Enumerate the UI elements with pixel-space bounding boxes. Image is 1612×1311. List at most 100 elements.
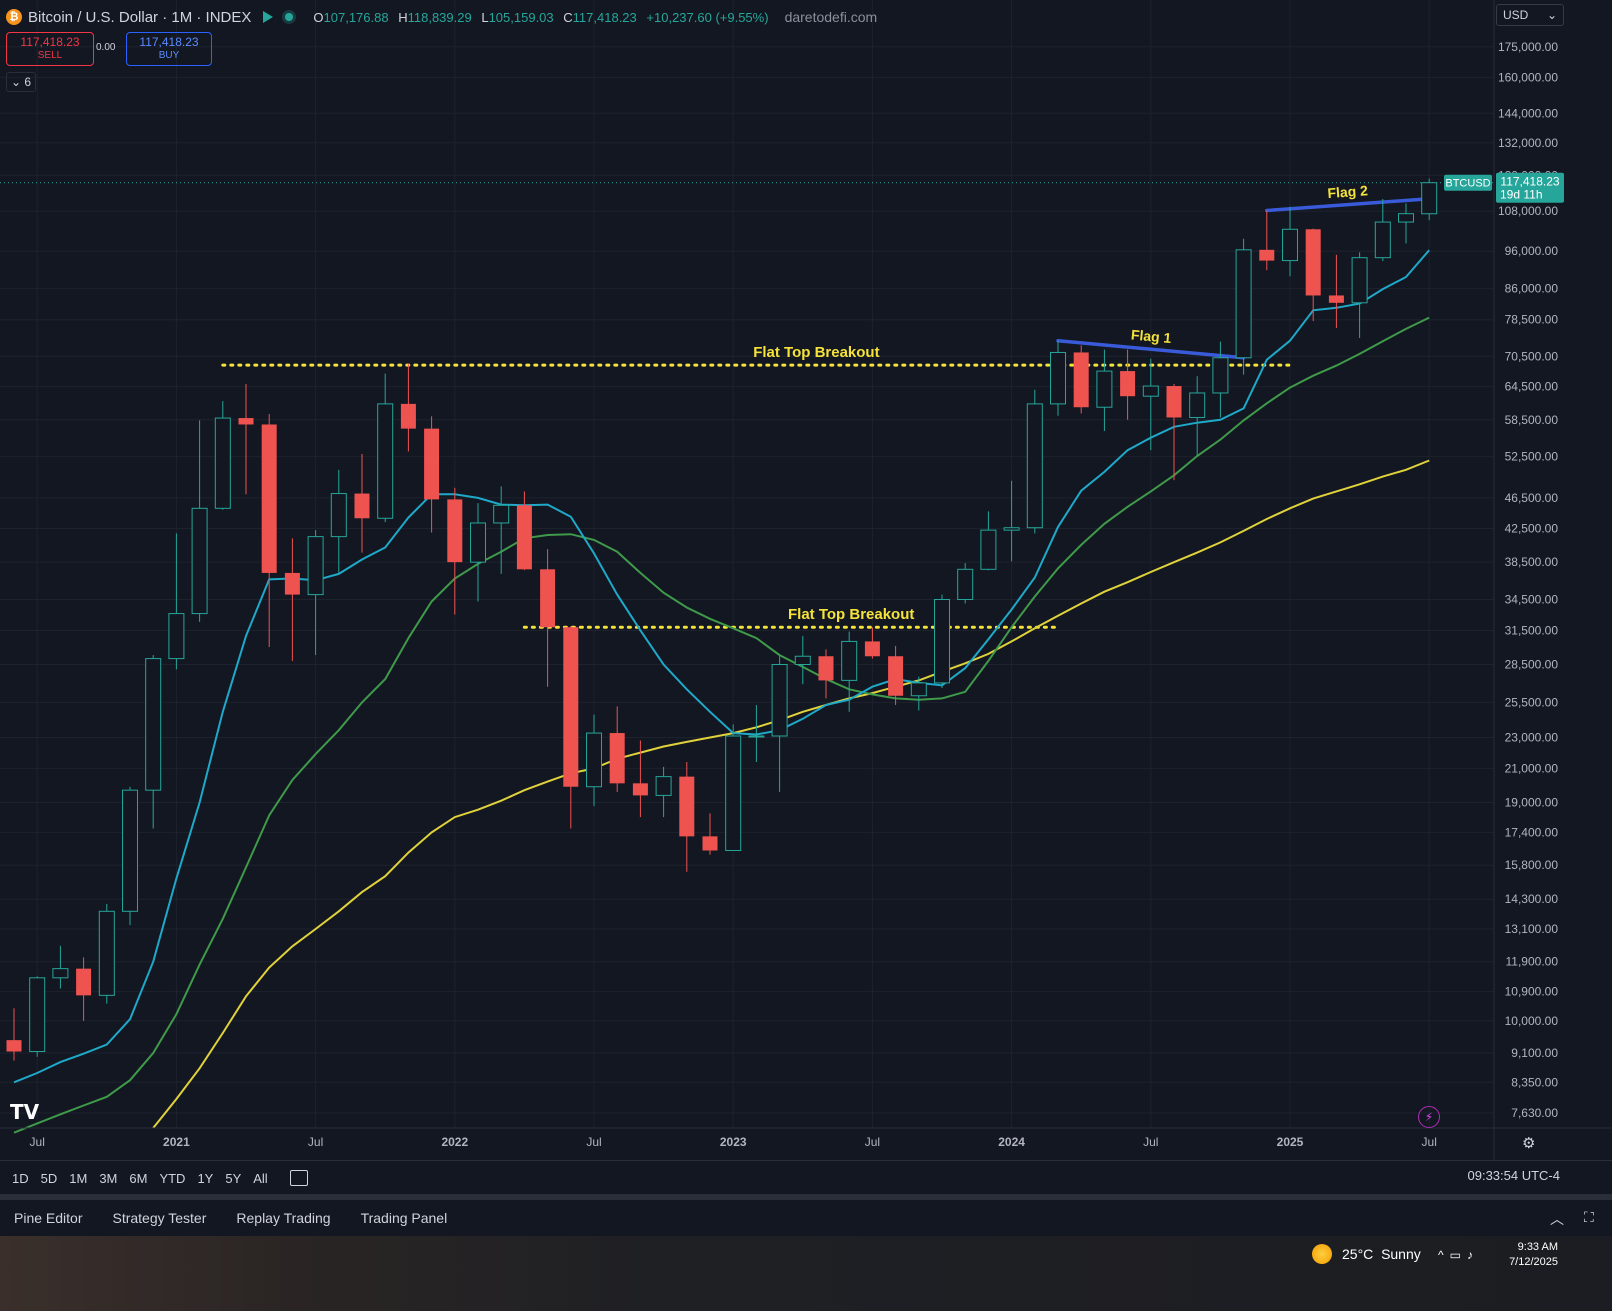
price-tick-label: 9,100.00 (1511, 1046, 1558, 1060)
symbol-title[interactable]: Bitcoin / U.S. Dollar · 1M · INDEX (28, 8, 252, 26)
sell-button[interactable]: 117,418.23 SELL (6, 32, 94, 66)
flat-top-breakout-label: Flat Top Breakout (788, 606, 914, 623)
high-value: 118,839.29 (407, 9, 472, 25)
calendar-range-icon[interactable] (289, 1170, 308, 1186)
price-tick-label: 64,500.00 (1505, 380, 1559, 394)
tf-5d[interactable]: 5D (40, 1170, 58, 1186)
candle (1073, 345, 1089, 414)
buy-button[interactable]: 117,418.23 BUY (126, 32, 212, 66)
candle (1282, 206, 1298, 277)
buy-price: 117,418.23 (139, 35, 199, 49)
candle (540, 549, 556, 687)
flag-icon[interactable] (263, 11, 274, 23)
settings-gear-icon[interactable]: ⚙ (1522, 1135, 1536, 1152)
tab-pine-editor[interactable]: Pine Editor (14, 1210, 83, 1226)
candle (354, 454, 370, 553)
candle-body (655, 776, 672, 796)
candle-body (1282, 228, 1298, 262)
os-taskbar (0, 1236, 1612, 1311)
weather-widget[interactable]: 25°C Sunny (1312, 1244, 1421, 1264)
ema-slow-line (152, 459, 1430, 1129)
candle (52, 945, 69, 989)
bar-countdown: 19d 11h (1500, 188, 1543, 202)
candle (29, 976, 46, 1057)
flag-trendline (1265, 197, 1431, 213)
symbol-tag-bg (1444, 174, 1492, 191)
candle (563, 626, 579, 829)
annotation-layer (0, 182, 1494, 629)
tf-ytd[interactable]: YTD (159, 1170, 186, 1186)
candle (1305, 228, 1321, 322)
high-key: H (398, 9, 408, 25)
tf-3m[interactable]: 3M (99, 1170, 118, 1186)
price-tick-label: 8,350.00 (1511, 1075, 1558, 1089)
last-price-value: 117,418.23 (1500, 175, 1559, 189)
candle (910, 676, 927, 711)
price-tick-label: 19,000.00 (1505, 795, 1559, 809)
candle-body (98, 910, 115, 996)
tf-1d[interactable]: 1D (12, 1170, 29, 1186)
time-axis: Jul 2021 Jul 2022 Jul 2023 Jul 2024 Jul 2025 Jul (0, 1127, 1612, 1149)
candle (1328, 254, 1344, 329)
candle (1050, 340, 1066, 416)
tf-all[interactable]: All (253, 1170, 268, 1186)
price-chart[interactable]: Flat Top Breakout Flat Top Breakout Flag 1… (0, 0, 1612, 1160)
bottom-panel-tabs: Pine Editor Strategy Tester Replay Tradi… (0, 1200, 1612, 1236)
candle (888, 645, 904, 706)
maximize-icon[interactable]: ⛶ (1584, 1209, 1594, 1225)
candle-body (424, 428, 440, 500)
watermark: daretodefi.com (784, 9, 878, 25)
tab-replay-trading[interactable]: Replay Trading (236, 1210, 331, 1226)
weather-desc: Sunny (1381, 1246, 1421, 1262)
time-tick-label: Jul (308, 1135, 323, 1149)
time-tick-label: Jul (865, 1135, 880, 1149)
candle (1212, 341, 1229, 418)
candle (679, 762, 695, 872)
candle (261, 414, 277, 648)
price-tick-label: 11,900.00 (1506, 955, 1559, 969)
candle-body (168, 613, 185, 660)
candle-body (1189, 392, 1206, 418)
indicator-toggle[interactable]: ⌄ 6 (6, 72, 36, 92)
annotation-labels: Flat Top Breakout Flat Top Breakout Flag 1… (753, 182, 1368, 623)
change-value: +10,237.60 (+9.55%) (646, 9, 769, 25)
taskbar-clock[interactable]: 9:33 AM 7/12/2025 (1508, 1240, 1558, 1270)
tf-5y[interactable]: 5Y (225, 1170, 242, 1186)
candle-body (980, 529, 997, 570)
currency-select[interactable]: USD ⌄ (1496, 4, 1564, 26)
network-icon: ▭ (1449, 1248, 1467, 1262)
tf-6m[interactable]: 6M (129, 1170, 148, 1186)
spread-value: 0.00 (96, 42, 116, 53)
time-tick-label: 2021 (163, 1135, 190, 1149)
chart-clock[interactable]: 09:33:54 UTC-4 (1467, 1168, 1561, 1183)
price-tick-label: 52,500.00 (1505, 450, 1559, 464)
candle (818, 649, 834, 699)
tf-1y[interactable]: 1Y (197, 1170, 214, 1186)
tab-strategy-tester[interactable]: Strategy Tester (112, 1210, 207, 1226)
low-key: L (481, 9, 489, 25)
tradingview-logo[interactable]: TV (10, 1100, 40, 1124)
candle (794, 635, 811, 685)
volume-icon: ♪ (1466, 1248, 1479, 1262)
candle (98, 903, 115, 1004)
chart-grid (0, 0, 1494, 1128)
system-tray[interactable]: ^▭♪ (1438, 1248, 1479, 1262)
lightning-icon[interactable]: ⚡ (1418, 1106, 1440, 1128)
panel-divider[interactable] (0, 1194, 1612, 1200)
candle-body (702, 836, 718, 851)
price-tick-label: 86,000.00 (1505, 282, 1559, 296)
price-tick-label: 96,000.00 (1505, 244, 1559, 258)
candle-body (934, 598, 950, 684)
tab-trading-panel[interactable]: Trading Panel (360, 1210, 448, 1226)
candle-body (563, 627, 579, 787)
chevron-up-icon[interactable]: ︿ (1550, 1211, 1564, 1227)
candle (1374, 199, 1391, 261)
price-tick-label: 28,500.00 (1505, 658, 1559, 672)
price-tick-label: 13,100.00 (1505, 922, 1559, 936)
tf-1m[interactable]: 1M (69, 1170, 88, 1186)
candle (1259, 210, 1275, 271)
candle (516, 491, 532, 571)
time-tick-label: 2025 (1277, 1135, 1304, 1149)
price-tick-label: 23,000.00 (1505, 730, 1559, 744)
candle-body (632, 783, 648, 796)
